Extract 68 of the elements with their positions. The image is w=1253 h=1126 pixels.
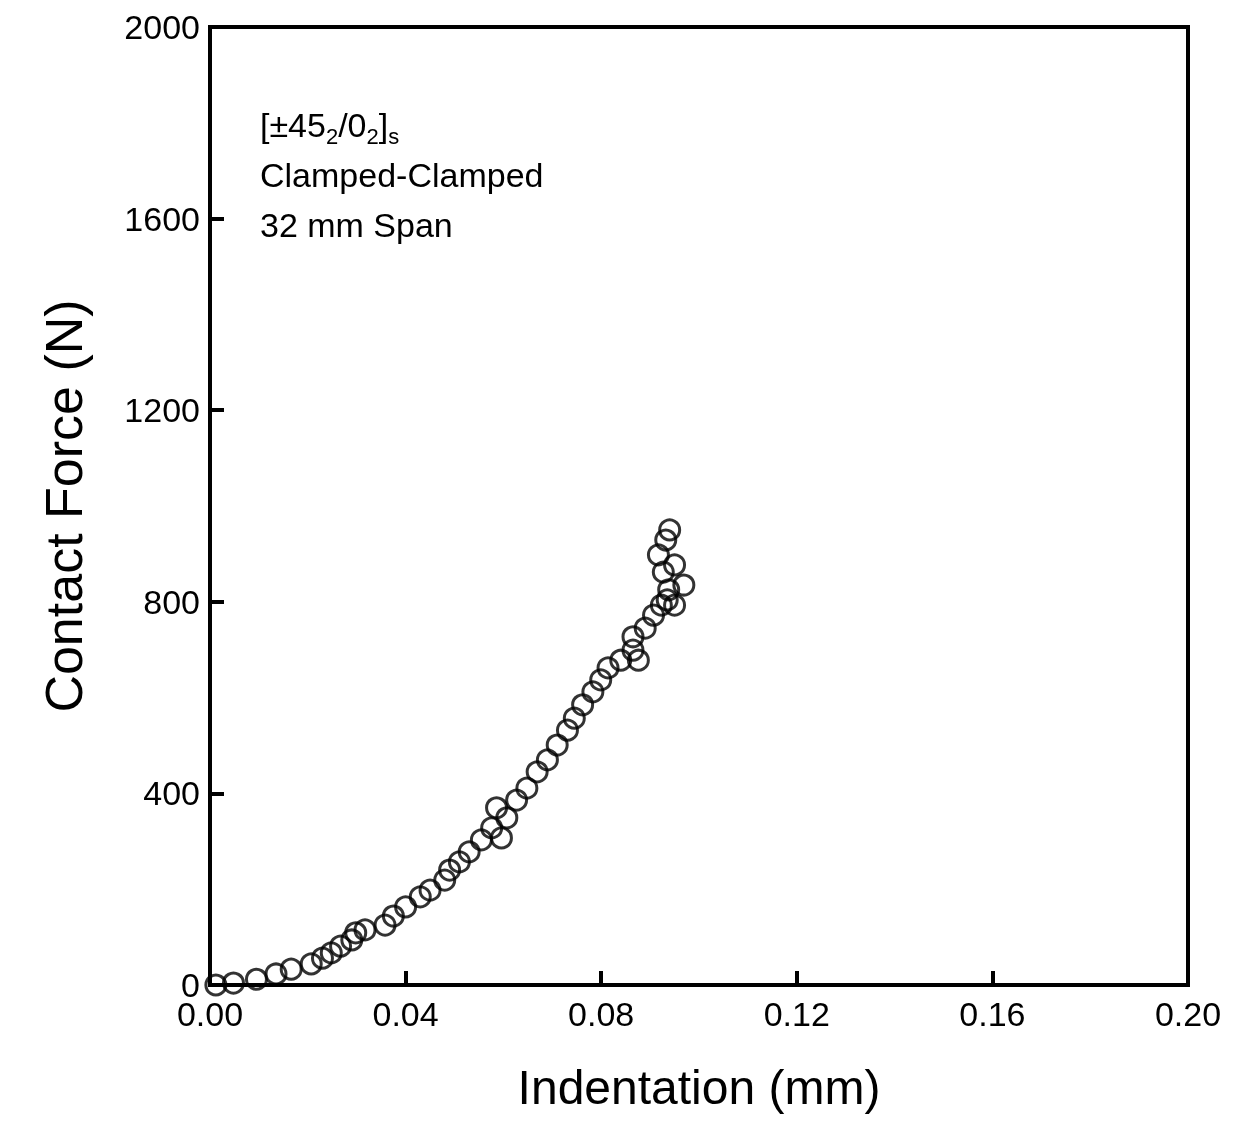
point	[495, 806, 519, 830]
y-axis-title: Contact Force (N)	[35, 299, 93, 713]
point	[447, 850, 471, 874]
point	[525, 760, 549, 784]
x-tick-label: 0.16	[959, 995, 1026, 1033]
x-tick-label: 0.04	[372, 995, 439, 1033]
point	[319, 941, 343, 965]
point	[621, 638, 645, 662]
point	[264, 962, 288, 986]
point	[244, 967, 268, 991]
point	[633, 616, 657, 640]
point	[621, 625, 645, 649]
point	[515, 776, 539, 800]
point	[394, 895, 418, 919]
point	[353, 918, 377, 942]
point	[651, 560, 675, 584]
point	[649, 593, 673, 617]
point	[457, 840, 481, 864]
point	[433, 868, 457, 892]
point	[505, 788, 529, 812]
point	[535, 748, 559, 772]
point	[299, 952, 323, 976]
point	[279, 957, 303, 981]
point	[658, 518, 682, 542]
point	[340, 928, 364, 952]
point	[596, 656, 620, 680]
x-tick-label: 0.08	[568, 995, 635, 1033]
annotation: 32 mm Span	[260, 206, 453, 244]
point	[381, 904, 405, 928]
point	[545, 733, 569, 757]
y-tick-label: 2000	[124, 8, 200, 46]
point	[438, 858, 462, 882]
point	[589, 668, 613, 692]
point	[408, 885, 432, 909]
point	[310, 946, 334, 970]
annotation: Clamped-Clamped	[260, 156, 544, 194]
y-tick-label: 0	[181, 966, 200, 1004]
point	[655, 588, 679, 612]
point	[555, 718, 579, 742]
point	[373, 913, 397, 937]
point	[642, 603, 666, 627]
point	[418, 878, 442, 902]
point	[204, 973, 228, 997]
x-tick-label: 0.20	[1154, 995, 1222, 1033]
y-tick-label: 800	[143, 582, 200, 621]
point	[485, 796, 509, 820]
point	[489, 826, 513, 850]
y-tick-label: 1200	[124, 391, 200, 430]
point	[657, 578, 681, 602]
x-axis-title: Indentation (mm)	[517, 1060, 881, 1114]
x-tick-label: 0.12	[763, 995, 830, 1033]
point	[609, 648, 633, 672]
point	[221, 971, 245, 995]
point	[672, 573, 696, 597]
point	[469, 828, 493, 852]
point	[571, 693, 595, 717]
point	[646, 543, 670, 567]
point	[480, 816, 504, 840]
y-tick-label: 1600	[124, 199, 200, 238]
point	[663, 593, 687, 617]
point	[562, 706, 586, 730]
point	[344, 921, 368, 945]
point	[626, 648, 650, 672]
point	[329, 934, 353, 958]
point	[663, 553, 687, 577]
point	[654, 528, 678, 552]
y-tick-label: 400	[143, 774, 200, 813]
point	[581, 680, 605, 704]
